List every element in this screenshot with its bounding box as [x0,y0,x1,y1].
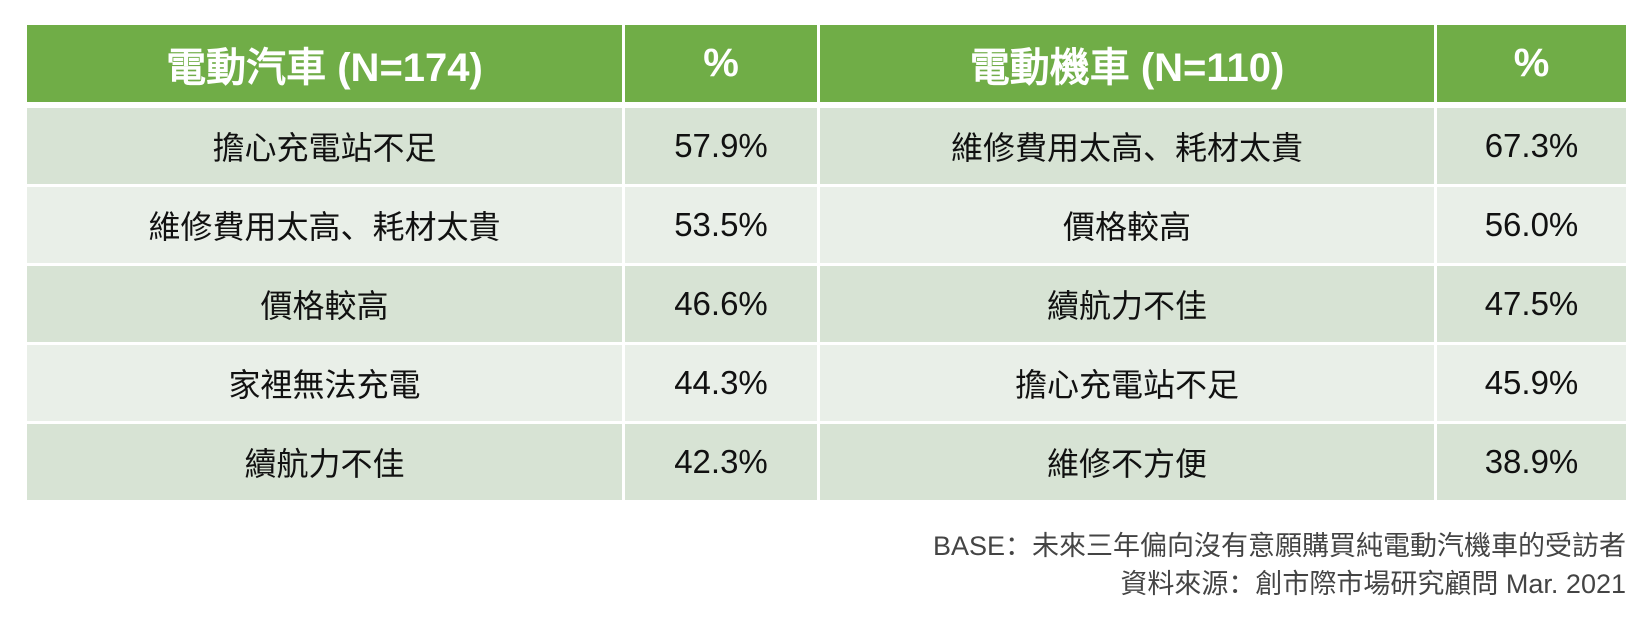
table-row: 家裡無法充電 44.3% 擔心充電站不足 45.9% [24,342,1629,424]
survey-table: 電動汽車 (N=174) % 電動機車 (N=110) % 擔心充電站不足 57… [24,22,1629,503]
header-electric-scooter: 電動機車 (N=110) [817,22,1437,108]
footnotes: BASE：未來三年偏向沒有意願購買純電動汽機車的受訪者 資料來源：創市際市場研究… [933,527,1626,603]
car-reason: 續航力不佳 [24,421,625,503]
car-reason: 擔心充電站不足 [24,103,625,187]
scooter-reason: 擔心充電站不足 [817,342,1437,424]
car-percent: 42.3% [622,421,820,503]
car-reason: 價格較高 [24,263,625,345]
source-note: 資料來源：創市際市場研究顧問 Mar. 2021 [1120,569,1626,599]
header-electric-car: 電動汽車 (N=174) [24,22,625,108]
table-header-row: 電動汽車 (N=174) % 電動機車 (N=110) % [24,22,1629,108]
scooter-reason: 續航力不佳 [817,263,1437,345]
table-row: 擔心充電站不足 57.9% 維修費用太高、耗材太貴 67.3% [24,103,1629,187]
base-note: BASE：未來三年偏向沒有意願購買純電動汽機車的受訪者 [932,531,1626,561]
scooter-percent: 45.9% [1434,342,1629,424]
car-reason: 家裡無法充電 [24,342,625,424]
scooter-percent: 47.5% [1434,263,1629,345]
scooter-reason: 維修不方便 [817,421,1437,503]
car-percent: 44.3% [622,342,820,424]
scooter-percent: 56.0% [1434,184,1629,266]
header-car-percent: % [622,22,820,108]
scooter-percent: 67.3% [1434,103,1629,187]
table-row: 維修費用太高、耗材太貴 53.5% 價格較高 56.0% [24,184,1629,266]
car-reason: 維修費用太高、耗材太貴 [24,184,625,266]
table-row: 續航力不佳 42.3% 維修不方便 38.9% [24,421,1629,503]
scooter-percent: 38.9% [1434,421,1629,503]
car-percent: 57.9% [622,103,820,187]
survey-table-container: 電動汽車 (N=174) % 電動機車 (N=110) % 擔心充電站不足 57… [24,22,1629,503]
scooter-reason: 價格較高 [817,184,1437,266]
car-percent: 46.6% [622,263,820,345]
table-row: 價格較高 46.6% 續航力不佳 47.5% [24,263,1629,345]
car-percent: 53.5% [622,184,820,266]
header-scooter-percent: % [1434,22,1629,108]
scooter-reason: 維修費用太高、耗材太貴 [817,103,1437,187]
